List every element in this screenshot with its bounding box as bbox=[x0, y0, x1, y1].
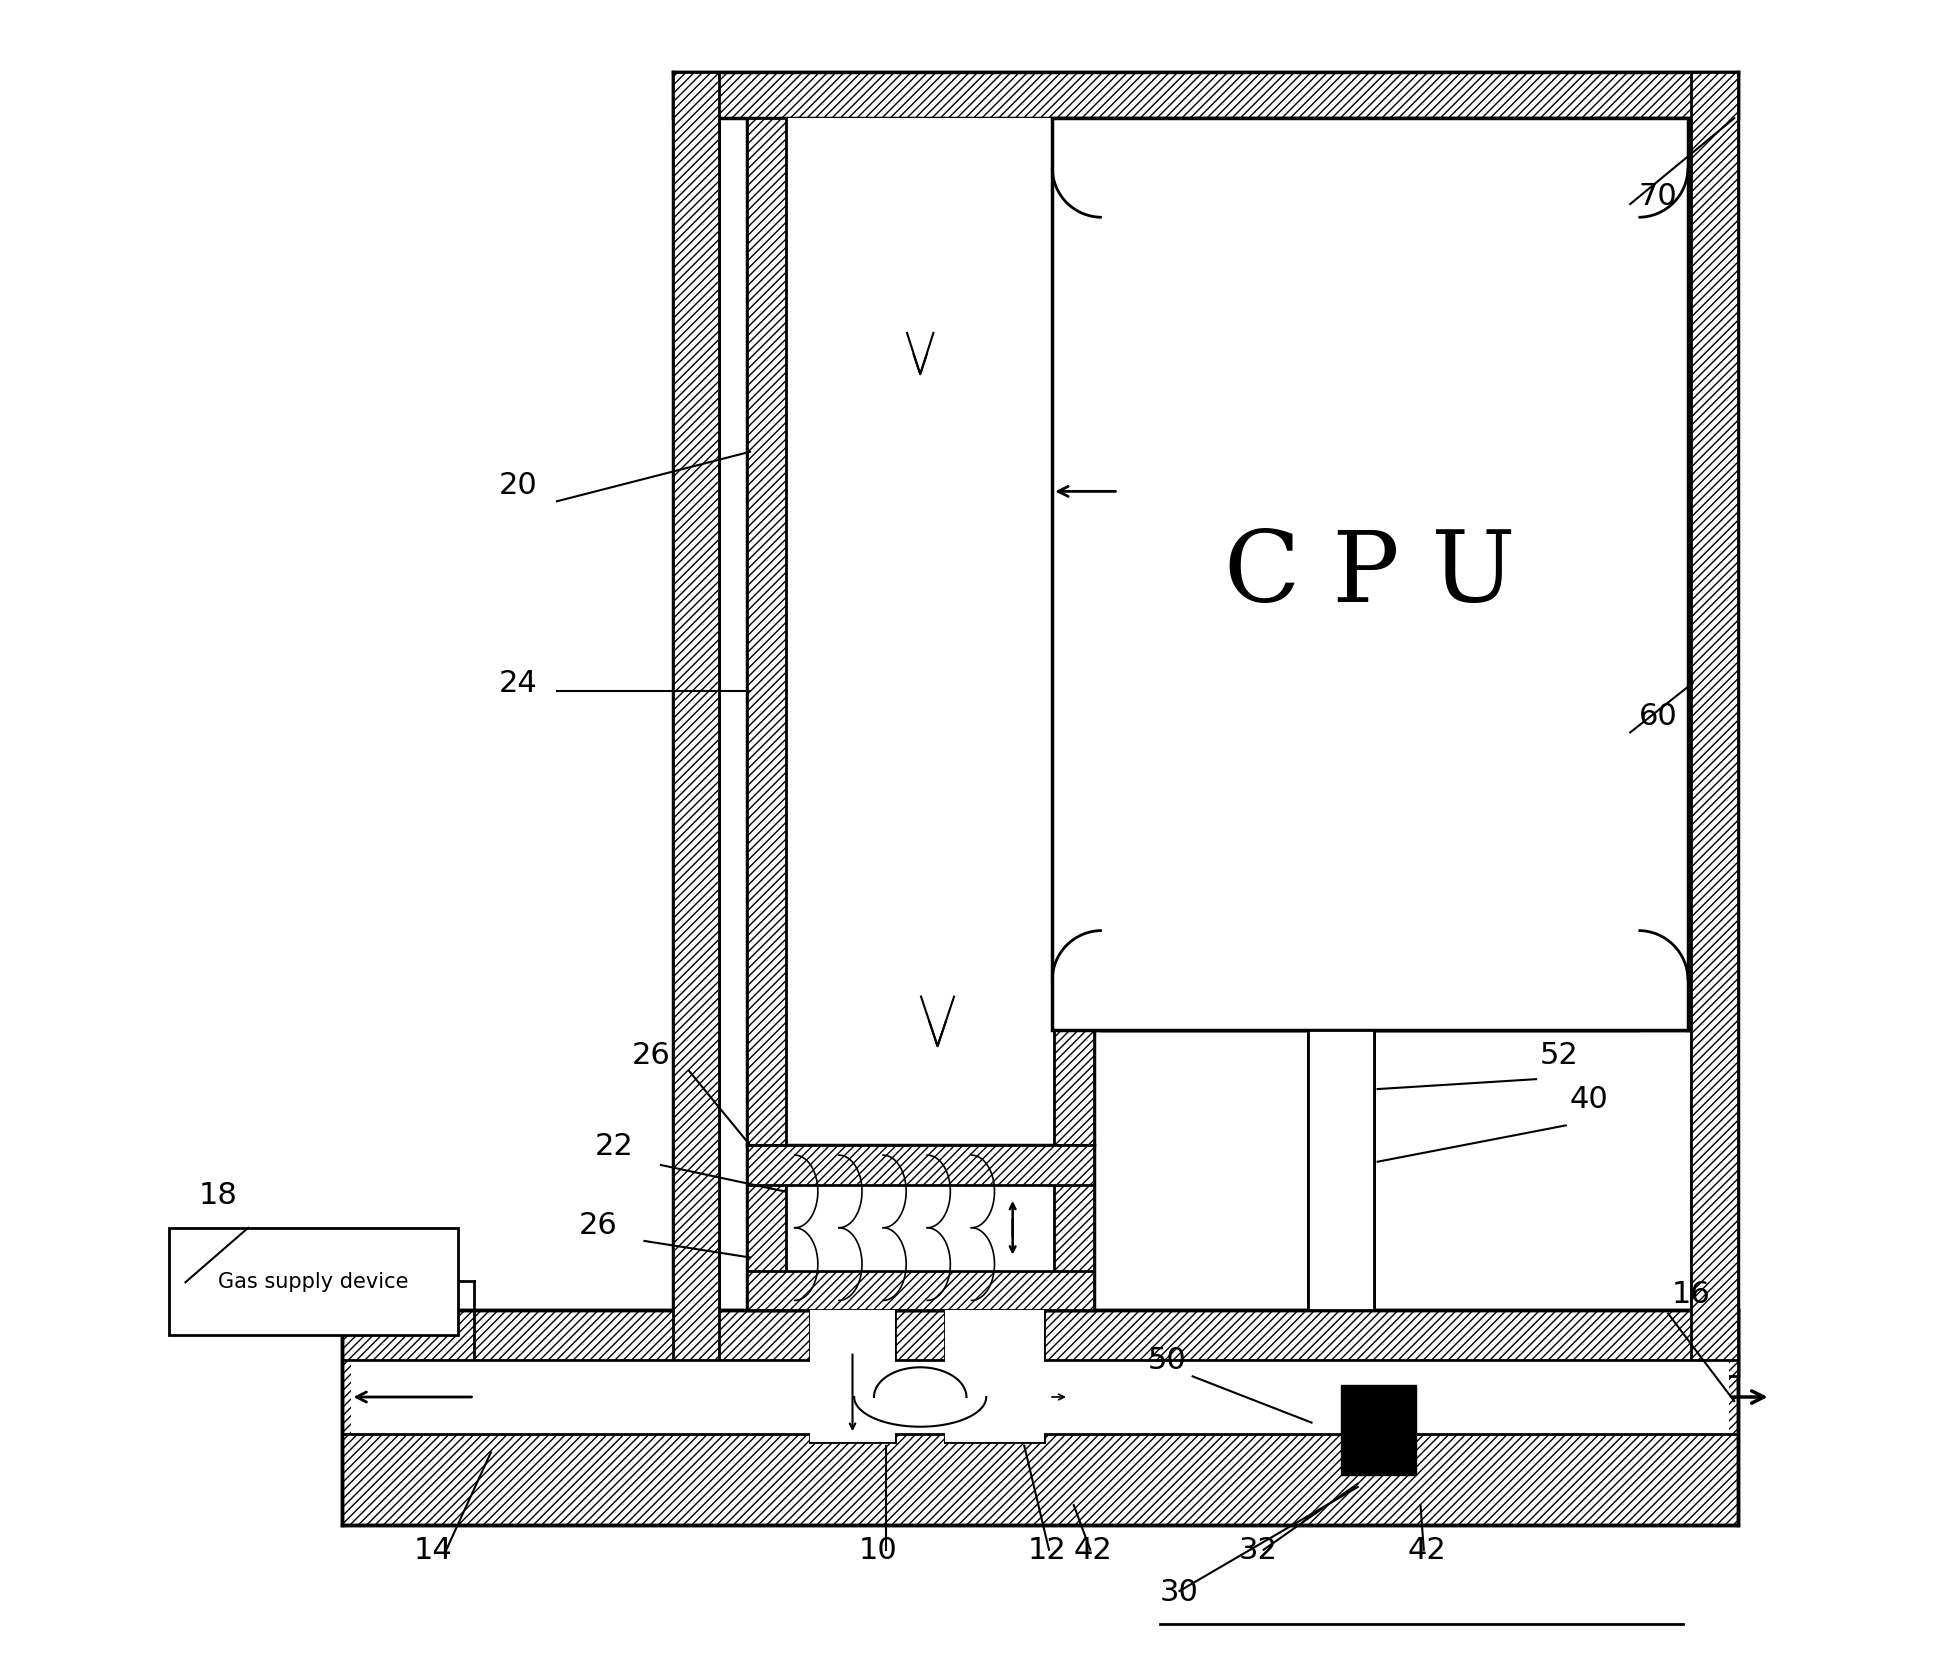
Bar bbox=[673, 73, 1736, 1376]
Bar bbox=[673, 73, 717, 1376]
Bar bbox=[747, 1145, 786, 1311]
Text: 14: 14 bbox=[413, 1536, 452, 1564]
Bar bbox=[786, 120, 1054, 1145]
Bar bbox=[1691, 73, 1736, 1376]
Text: 30: 30 bbox=[1159, 1576, 1198, 1606]
Text: 42: 42 bbox=[1073, 1536, 1112, 1564]
Text: 16: 16 bbox=[1672, 1280, 1709, 1308]
Bar bbox=[342, 1311, 1736, 1524]
Text: 60: 60 bbox=[1638, 702, 1675, 730]
Bar bbox=[747, 1271, 1093, 1311]
Text: 18: 18 bbox=[199, 1180, 237, 1210]
Text: 50: 50 bbox=[1148, 1346, 1187, 1374]
Text: 24: 24 bbox=[499, 669, 538, 697]
Bar bbox=[673, 73, 1736, 120]
Bar bbox=[1054, 1145, 1093, 1311]
Text: Gas supply device: Gas supply device bbox=[219, 1271, 409, 1291]
Text: 10: 10 bbox=[858, 1536, 897, 1564]
Bar bbox=[747, 1145, 1093, 1311]
Bar bbox=[1308, 1030, 1374, 1311]
Bar bbox=[809, 1311, 895, 1443]
Text: 70: 70 bbox=[1638, 183, 1675, 211]
Text: 42: 42 bbox=[1406, 1536, 1445, 1564]
Text: 26: 26 bbox=[579, 1210, 618, 1240]
Text: 52: 52 bbox=[1539, 1040, 1578, 1070]
Text: 20: 20 bbox=[499, 471, 538, 499]
Bar bbox=[1341, 1384, 1415, 1476]
Bar bbox=[350, 1359, 1728, 1434]
Text: 12: 12 bbox=[1026, 1536, 1065, 1564]
Text: C P U: C P U bbox=[1224, 527, 1515, 622]
Bar bbox=[1052, 120, 1687, 1030]
Text: 26: 26 bbox=[631, 1040, 671, 1070]
Bar bbox=[747, 120, 786, 1145]
Bar bbox=[944, 1311, 1044, 1443]
Bar bbox=[747, 1145, 1093, 1185]
Bar bbox=[168, 1228, 457, 1335]
Text: 32: 32 bbox=[1238, 1536, 1277, 1564]
Bar bbox=[1054, 120, 1093, 1145]
Text: 40: 40 bbox=[1568, 1085, 1607, 1113]
Text: 22: 22 bbox=[594, 1132, 633, 1160]
Bar bbox=[786, 1185, 1054, 1271]
